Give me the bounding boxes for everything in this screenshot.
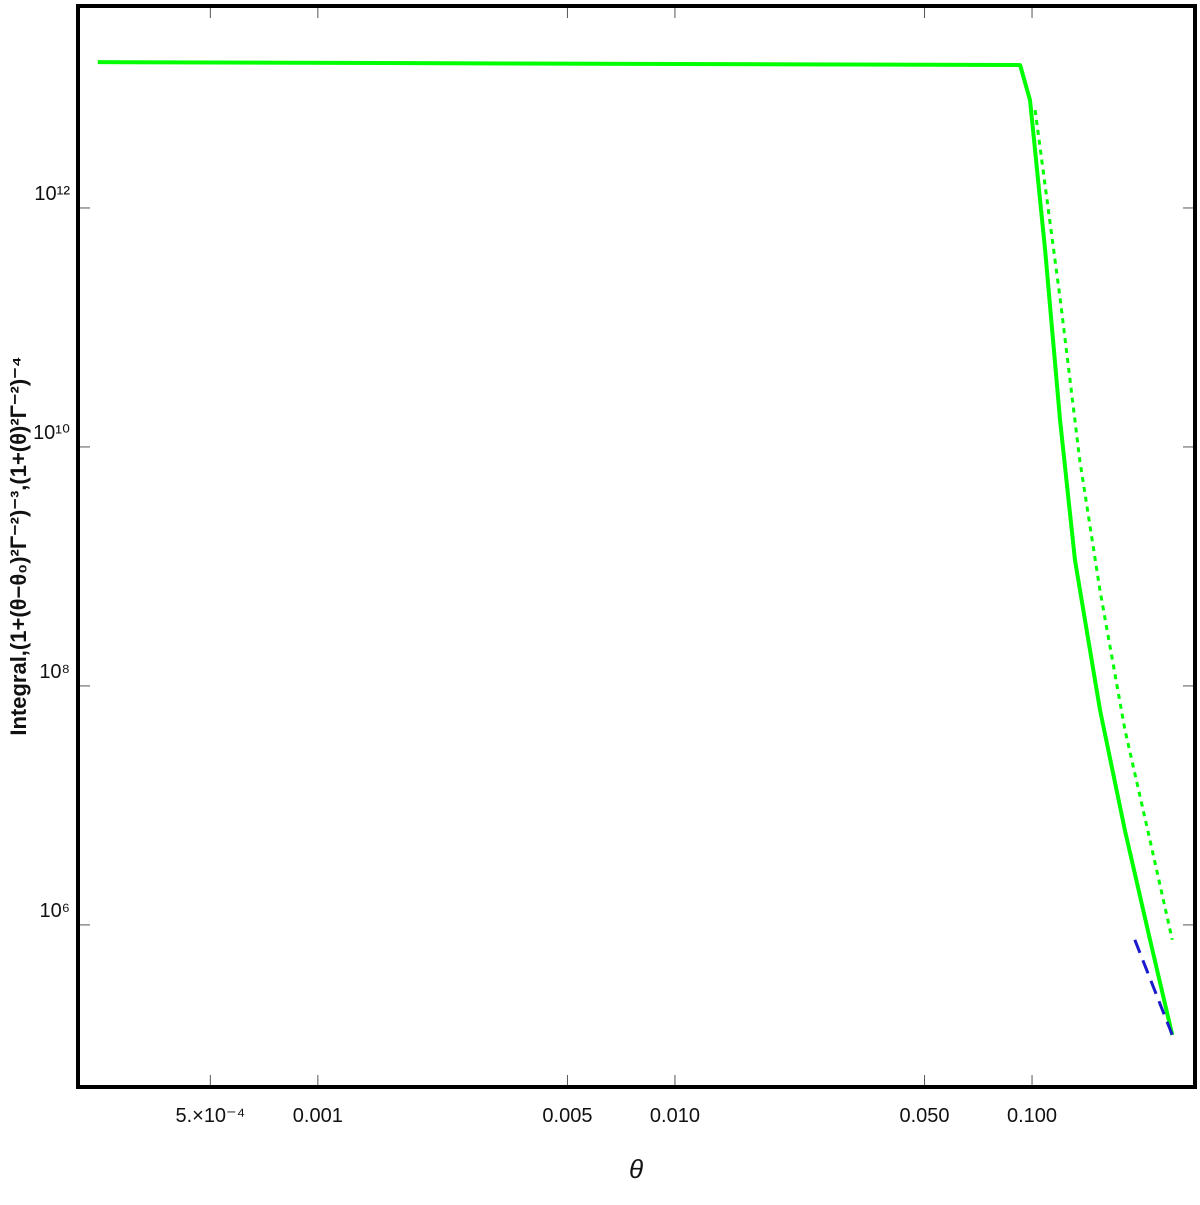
y-tick-label: 10¹⁰ bbox=[33, 422, 70, 444]
x-axis-label: θ bbox=[629, 1154, 643, 1184]
x-tick-label: 0.050 bbox=[900, 1105, 950, 1127]
x-tick-label: 0.010 bbox=[650, 1105, 700, 1127]
x-tick-label: 5.×10⁻⁴ bbox=[175, 1105, 245, 1127]
x-tick-label: 0.005 bbox=[542, 1105, 592, 1127]
y-axis-label: Integral,(1+(θ−θ₀)²Γ⁻²)⁻³,(1+(θ)²Γ⁻²)⁻⁴ bbox=[6, 356, 31, 735]
line bbox=[1033, 109, 1174, 941]
y-tick-label: 10⁸ bbox=[39, 661, 70, 683]
y-tick-label: 10¹² bbox=[34, 183, 70, 205]
x-tick-label: 0.001 bbox=[293, 1105, 343, 1127]
line bbox=[97, 60, 1175, 1036]
line bbox=[1133, 939, 1174, 1036]
plot-frame bbox=[76, 4, 1197, 1089]
x-tick-label: 0.100 bbox=[1007, 1105, 1057, 1127]
y-tick-label: 10⁶ bbox=[40, 900, 70, 922]
